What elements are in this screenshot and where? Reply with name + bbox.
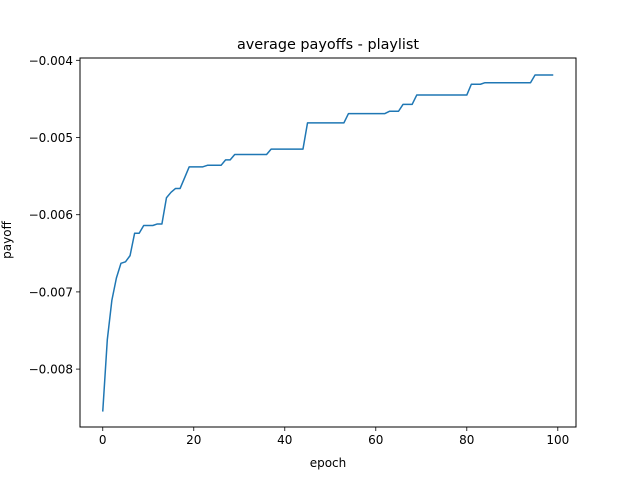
y-tick-label: −0.006	[29, 208, 73, 222]
x-tick-label: 100	[546, 433, 569, 447]
y-tick-label: −0.008	[29, 363, 73, 377]
x-axis: 0 20 40 60 80 100	[99, 427, 569, 447]
y-tick-label: −0.004	[29, 54, 73, 68]
x-tick-label: 0	[99, 433, 107, 447]
x-axis-label: epoch	[310, 456, 347, 470]
x-tick-label: 20	[186, 433, 201, 447]
y-axis-label: payoff	[0, 220, 14, 258]
series-layer	[102, 74, 554, 412]
plot-frame	[79, 57, 577, 428]
chart-title: average payoffs - playlist	[237, 37, 419, 53]
x-tick-label: 60	[368, 433, 383, 447]
x-tick-label: 40	[277, 433, 292, 447]
x-tick-label: 80	[459, 433, 474, 447]
y-tick-label: −0.005	[29, 131, 73, 145]
y-axis: −0.008 −0.007 −0.006 −0.005 −0.004	[29, 54, 80, 377]
series-line	[102, 74, 554, 412]
y-tick-label: −0.007	[29, 285, 73, 299]
